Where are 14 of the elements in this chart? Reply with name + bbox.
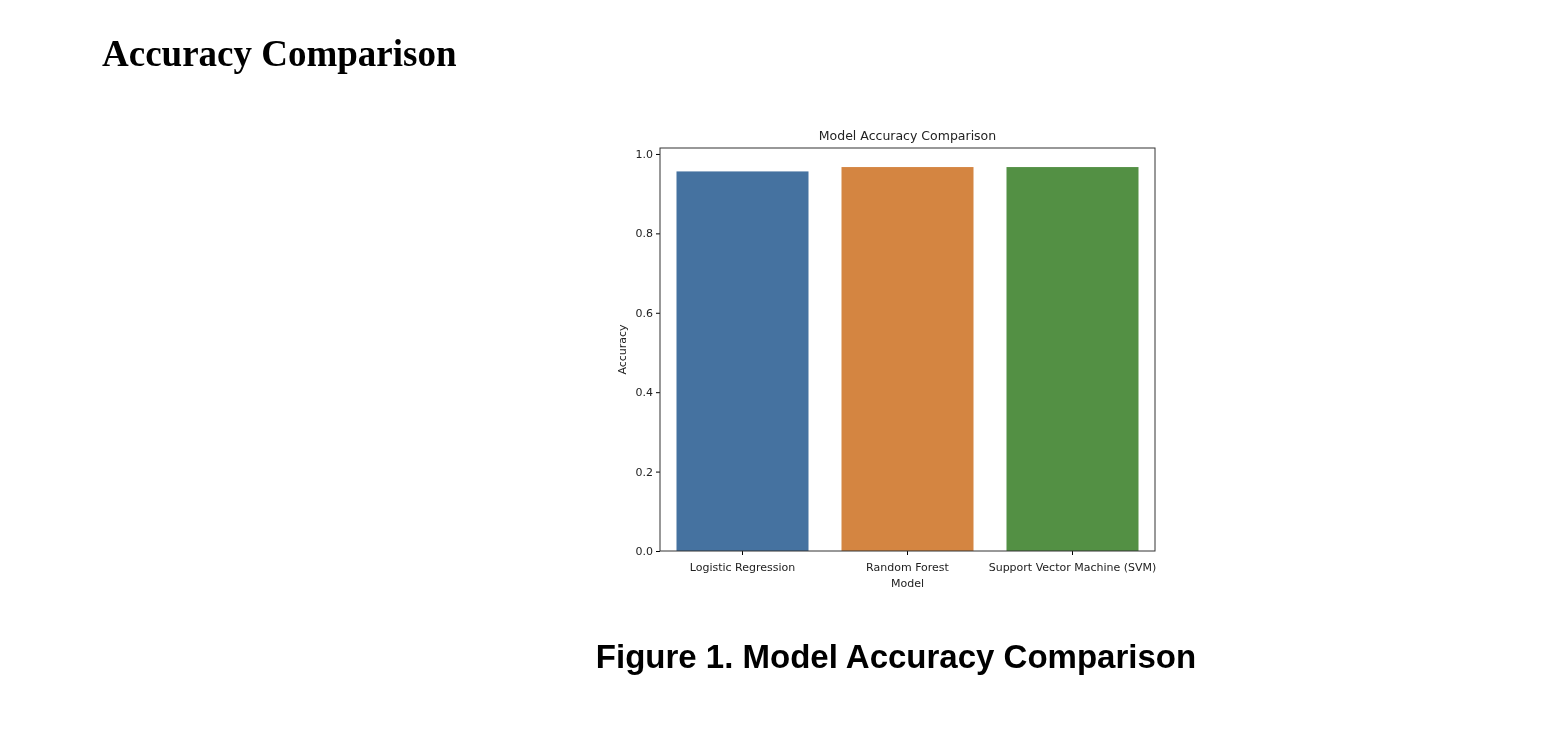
y-tick-label: 0.8 bbox=[635, 227, 653, 241]
x-axis-title: Model bbox=[890, 577, 925, 590]
caption: Figure 1. Model Accuracy Comparison bbox=[595, 638, 1197, 675]
y-tick-label: 0.0 bbox=[635, 545, 653, 559]
y-tick-label: 0.6 bbox=[635, 306, 653, 320]
y-tick-label: 0.2 bbox=[635, 465, 653, 479]
x-tick-label: Logistic Regression bbox=[689, 561, 796, 575]
y-tick-label: 1.0 bbox=[635, 147, 653, 161]
x-tick-label: Random Forest bbox=[866, 561, 950, 575]
chart-title: Model Accuracy Comparison bbox=[818, 128, 997, 143]
x-tick-label: Support Vector Machine (SVM) bbox=[988, 561, 1157, 575]
text: Accuracy Comparison bbox=[102, 33, 457, 74]
y-tick-label: 0.4 bbox=[635, 386, 653, 400]
y-axis-title: Accuracy bbox=[616, 323, 629, 375]
